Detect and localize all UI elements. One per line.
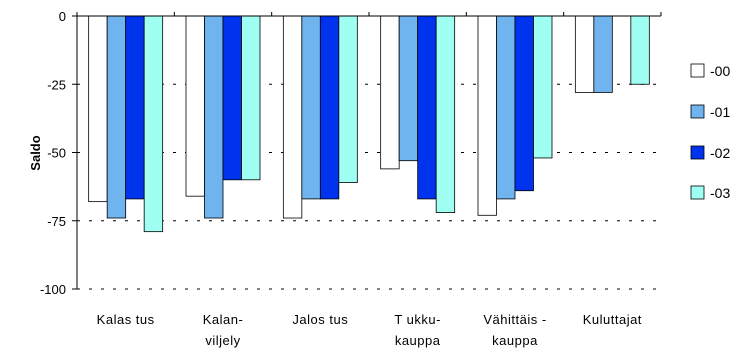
bar-03-5	[630, 15, 650, 85]
category-label: kauppa	[492, 333, 538, 348]
bar-03-4	[533, 15, 553, 159]
category-label: viljely	[205, 333, 240, 348]
bar-03-3	[435, 15, 456, 213]
category-label: Vähittäis -	[483, 312, 546, 327]
legend: -00 -01 -02 -03	[690, 63, 730, 201]
bar-00-5	[574, 15, 595, 93]
axes	[72, 12, 662, 290]
gridlines	[77, 83, 661, 290]
category-label: T ukku-	[394, 312, 441, 327]
bar-00-3	[380, 15, 400, 170]
category-label: Kalan-	[203, 312, 244, 327]
bar-02-2	[319, 15, 340, 200]
legend-swatch	[690, 104, 705, 119]
bar-03-1	[241, 15, 261, 181]
legend-label: -03	[710, 185, 730, 201]
y-tick-labels: 0 -25 -50 -75 -100	[40, 9, 66, 297]
bar-02-1	[222, 15, 242, 181]
bars	[88, 15, 650, 233]
y-tick-label: -25	[47, 77, 66, 92]
bar-03-2	[338, 15, 358, 183]
category-label: Jalos tus	[292, 312, 348, 327]
category-labels: Kalas tus Kalan-viljely Jalos tus T ukku-ka…	[97, 312, 642, 348]
legend-swatch	[690, 145, 705, 160]
legend-label: -02	[710, 145, 730, 161]
bar-01-4	[496, 15, 516, 200]
y-tick-label: 0	[59, 9, 66, 24]
bar-01-0	[106, 15, 127, 219]
legend-label: -01	[710, 104, 730, 120]
y-axis-label: Saldo	[28, 135, 43, 170]
bar-00-1	[185, 15, 205, 197]
legend-swatch	[690, 185, 705, 200]
bar-01-2	[301, 15, 321, 200]
legend-swatch	[690, 63, 705, 78]
bar-02-0	[125, 15, 145, 200]
bar-00-2	[282, 15, 303, 219]
y-tick-label: -50	[47, 146, 66, 161]
legend-label: -00	[710, 63, 730, 79]
bar-02-3	[417, 15, 437, 200]
bar-01-1	[204, 15, 224, 219]
category-label: Kuluttajat	[583, 312, 642, 327]
y-tick-label: -75	[47, 214, 66, 229]
category-label: kauppa	[395, 333, 441, 348]
y-tick-label: -100	[40, 282, 66, 297]
bar-00-4	[477, 15, 497, 216]
bar-00-0	[88, 15, 108, 203]
bar-01-5	[593, 15, 613, 93]
bar-03-0	[143, 15, 164, 233]
category-label: Kalas tus	[97, 312, 155, 327]
bar-02-4	[514, 15, 534, 192]
bar-01-3	[398, 15, 419, 162]
